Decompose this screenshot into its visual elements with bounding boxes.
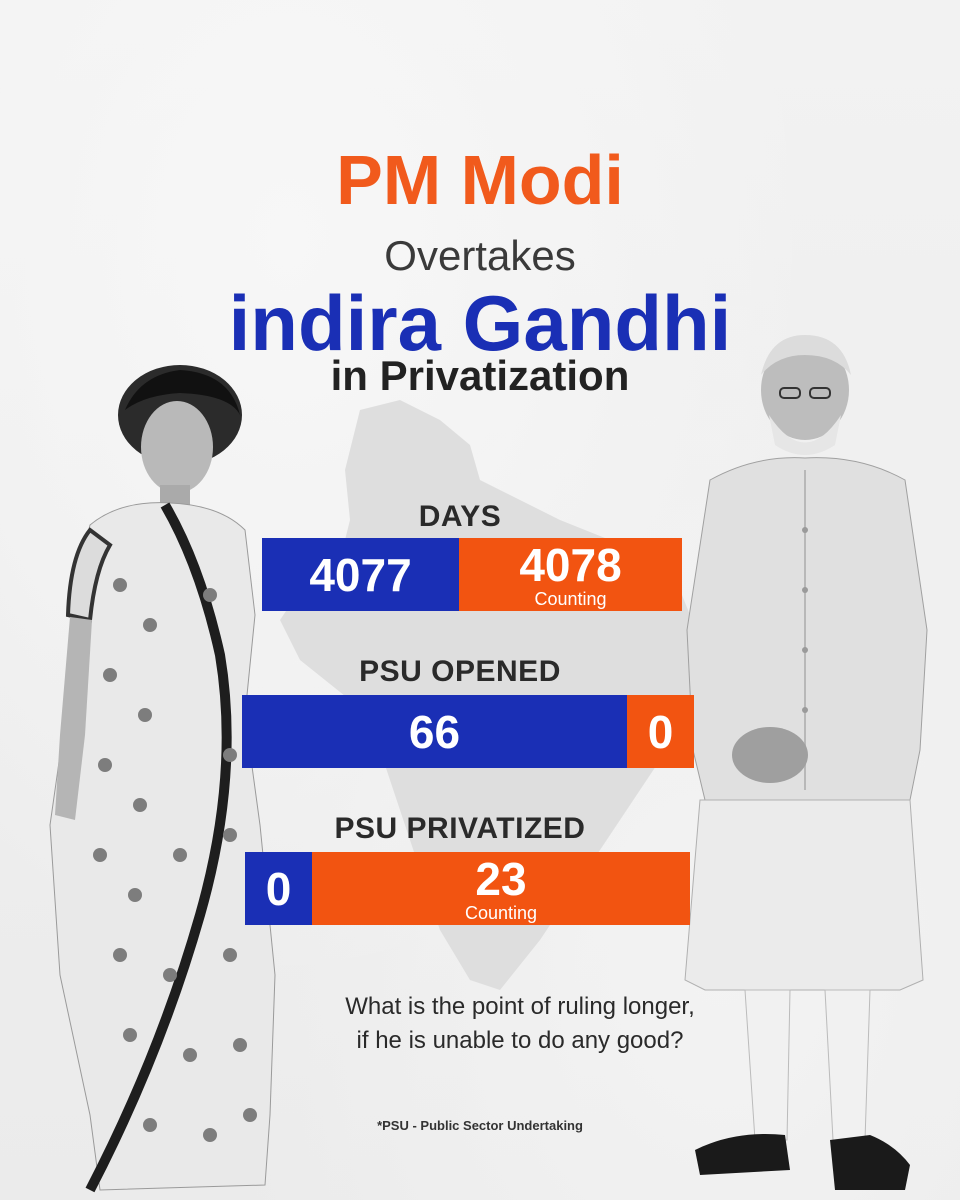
psu-privatized-modi-value: 23: [475, 852, 527, 905]
psu-opened-label: PSU OPENED: [359, 655, 561, 688]
days-indira-segment: 4077: [262, 538, 459, 611]
psu-opened-modi-segment: 0: [627, 695, 694, 768]
headline-overtakes: Overtakes: [384, 232, 576, 279]
days-indira-value: 4077: [309, 548, 412, 601]
days-modi-value: 4078: [519, 538, 622, 591]
days-modi-segment: 4078 Counting: [459, 538, 682, 611]
psu-opened-indira-value: 66: [408, 705, 461, 758]
days-modi-counting: Counting: [534, 588, 607, 609]
days-bar: 4077 4078 Counting: [262, 538, 682, 611]
headline-pm-modi: PM Modi: [336, 141, 624, 219]
headline-in-privatization: in Privatization: [330, 352, 630, 399]
psu-opened-indira-segment: 66: [242, 695, 627, 768]
indira-gandhi-photo: [49, 365, 276, 1193]
psu-privatized-modi-segment: 23 Counting: [312, 852, 690, 925]
closing-question-line2: if he is unable to do any good?: [356, 1027, 684, 1054]
psu-privatized-indira-segment: 0: [245, 852, 312, 925]
psu-opened-bar: 66 0: [242, 695, 694, 768]
days-label: DAYS: [418, 500, 502, 533]
psu-footnote: *PSU - Public Sector Undertaking: [377, 1118, 583, 1133]
headline-indira-gandhi: indira Gandhi: [228, 279, 732, 367]
psu-opened-modi-value: 0: [647, 705, 674, 758]
psu-privatized-bar: 0 23 Counting: [245, 852, 690, 925]
modi-photo: [684, 335, 928, 1190]
closing-question: What is the point of ruling longer, if h…: [290, 990, 750, 1058]
psu-privatized-label: PSU PRIVATIZED: [334, 812, 586, 845]
closing-question-line1: What is the point of ruling longer,: [345, 993, 695, 1020]
psu-privatized-modi-counting: Counting: [464, 902, 538, 923]
psu-privatized-indira-value: 0: [265, 862, 292, 915]
